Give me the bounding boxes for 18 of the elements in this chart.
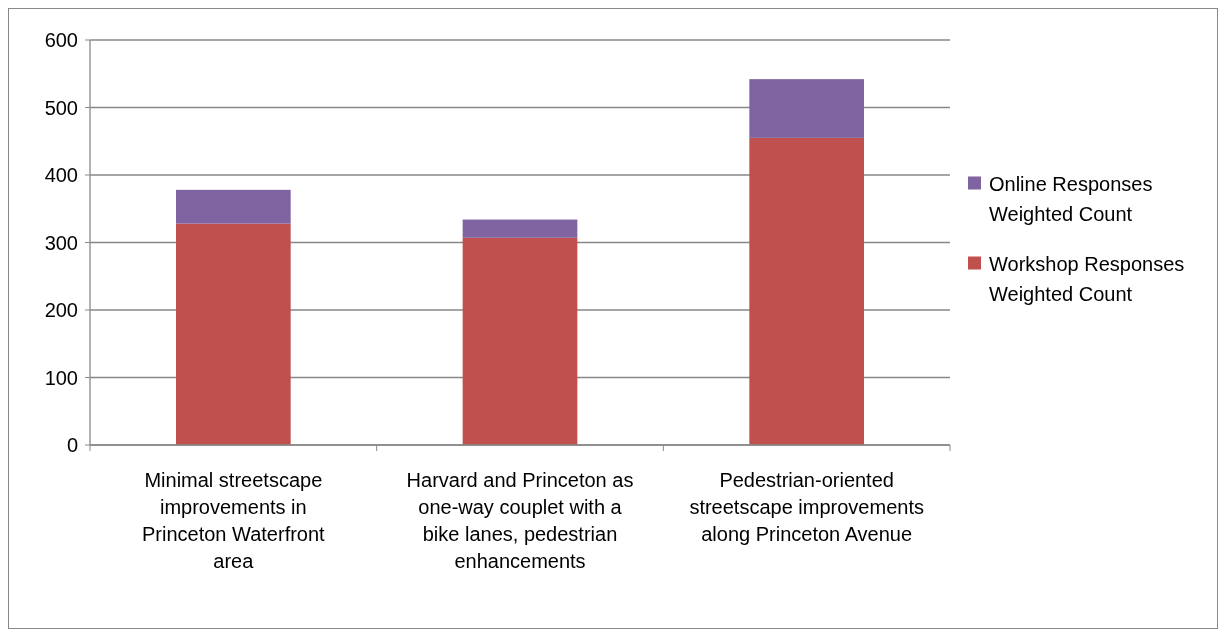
y-tick-label: 500	[44, 96, 78, 119]
bar	[749, 79, 864, 138]
legend-label: Workshop Responses Weighted Count	[989, 252, 1185, 305]
y-tick-label: 600	[44, 29, 78, 51]
x-tick-label: Harvard and Princeton as one-way couplet with a bike lanes, pedestrian enhancements	[406, 469, 634, 572]
bar	[462, 237, 578, 445]
legend-label: Online Responses Weighted Count	[989, 172, 1153, 225]
y-tick-label: 0	[66, 434, 78, 456]
y-tick-label: 100	[44, 366, 78, 389]
y-tick-label: 300	[44, 231, 78, 254]
bar	[176, 189, 291, 224]
bar	[462, 219, 578, 238]
bar	[176, 223, 291, 445]
x-tick-label: Pedestrian-oriented streetscape improvements along Princeton Avenue	[689, 469, 924, 545]
y-tick-label: 200	[44, 299, 78, 321]
bar	[749, 137, 864, 445]
y-tick-label: 400	[44, 164, 78, 186]
x-tick-label: Minimal streetscape improvements in Princeton Waterfront area	[142, 469, 326, 572]
